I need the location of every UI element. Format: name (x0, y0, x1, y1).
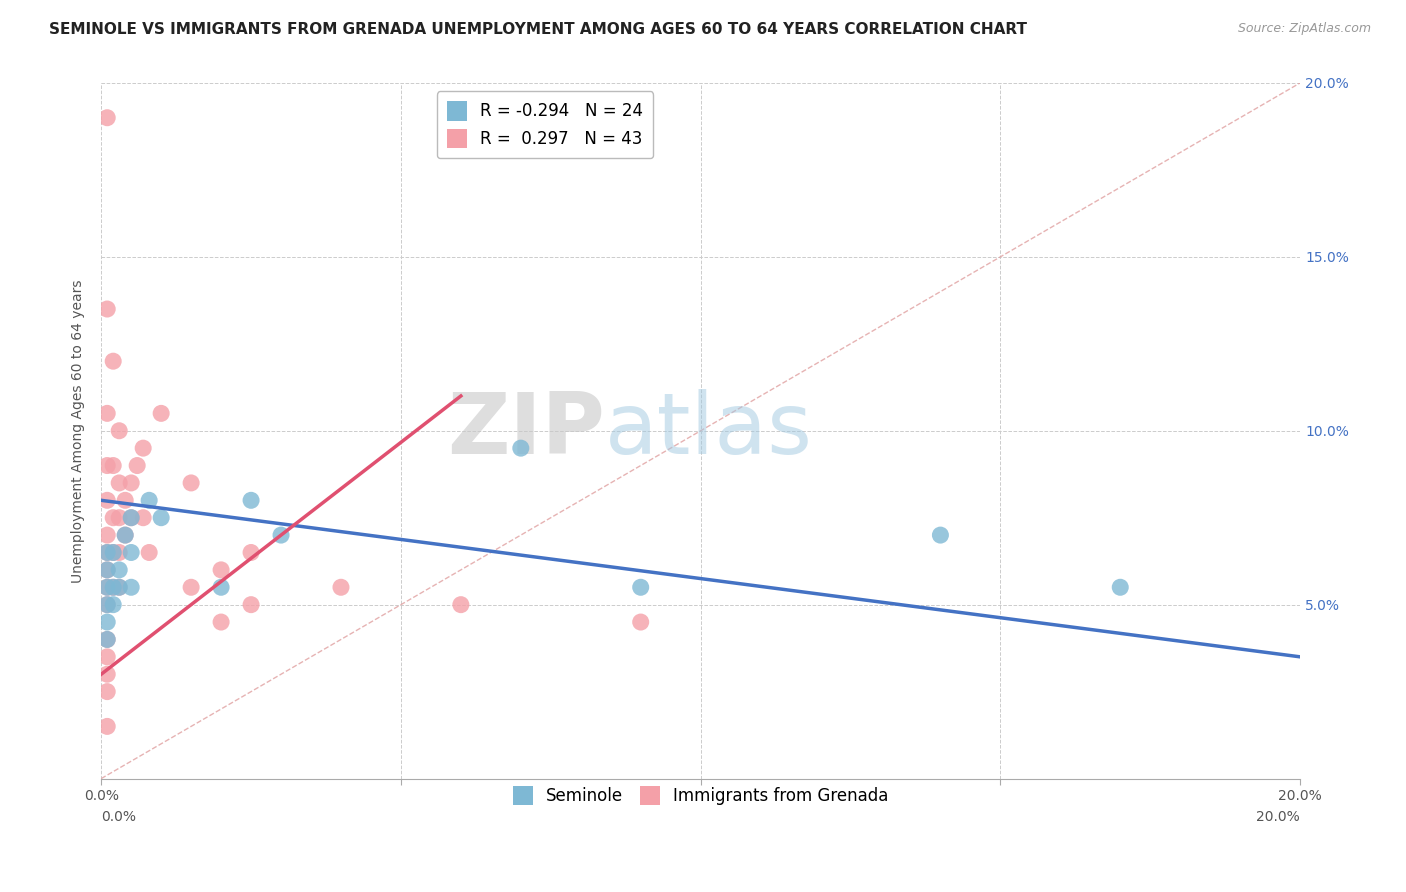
Point (103, 545, 125, 559)
Point (114, 528, 136, 542)
Point (108, 475, 131, 490)
Point (120, 510, 142, 524)
Point (108, 580, 131, 594)
Point (96, 632, 118, 647)
Text: 20.0%: 20.0% (1257, 810, 1301, 824)
Text: Source: ZipAtlas.com: Source: ZipAtlas.com (1237, 22, 1371, 36)
Point (103, 545, 125, 559)
Point (1109, 580, 1132, 594)
Point (209, 580, 232, 594)
Point (96, 598, 118, 612)
Point (96, 545, 118, 559)
Point (120, 545, 142, 559)
Point (96, 301, 118, 316)
Point (138, 545, 160, 559)
Point (132, 510, 155, 524)
Point (138, 493, 160, 508)
Text: atlas: atlas (605, 389, 813, 472)
Point (96, 493, 118, 508)
Point (509, 441, 531, 455)
Point (270, 528, 292, 542)
Point (96, 598, 118, 612)
Point (630, 615, 652, 629)
Point (120, 475, 142, 490)
Point (96, 580, 118, 594)
Point (180, 475, 202, 490)
Point (120, 580, 142, 594)
Point (108, 510, 131, 524)
Point (240, 493, 263, 508)
Point (103, 354, 125, 368)
Point (209, 615, 232, 629)
Point (150, 406, 173, 420)
Y-axis label: Unemployment Among Ages 60 to 64 years: Unemployment Among Ages 60 to 64 years (72, 279, 86, 582)
Point (450, 598, 472, 612)
Point (330, 580, 353, 594)
Point (132, 441, 155, 455)
Point (114, 528, 136, 542)
Text: ZIP: ZIP (447, 389, 605, 472)
Point (96, 632, 118, 647)
Point (96, 719, 118, 733)
Point (96, 649, 118, 664)
Point (96, 615, 118, 629)
Point (96, 563, 118, 577)
Point (96, 563, 118, 577)
Point (108, 563, 131, 577)
Text: 0.0%: 0.0% (101, 810, 136, 824)
Point (108, 580, 131, 594)
Point (96, 528, 118, 542)
Point (180, 580, 202, 594)
Point (108, 545, 131, 559)
Point (929, 528, 952, 542)
Point (150, 510, 173, 524)
Point (120, 510, 142, 524)
Point (114, 493, 136, 508)
Point (630, 580, 652, 594)
Point (240, 545, 263, 559)
Point (127, 458, 149, 473)
Point (96, 458, 118, 473)
Point (103, 458, 125, 473)
Legend: Seminole, Immigrants from Grenada: Seminole, Immigrants from Grenada (506, 780, 896, 812)
Text: SEMINOLE VS IMMIGRANTS FROM GRENADA UNEMPLOYMENT AMONG AGES 60 TO 64 YEARS CORRE: SEMINOLE VS IMMIGRANTS FROM GRENADA UNEM… (49, 22, 1028, 37)
Point (103, 580, 125, 594)
Point (96, 667, 118, 681)
Point (103, 510, 125, 524)
Point (103, 580, 125, 594)
Point (103, 598, 125, 612)
Point (96, 406, 118, 420)
Point (96, 580, 118, 594)
Point (96, 545, 118, 559)
Point (96, 111, 118, 125)
Point (108, 424, 131, 438)
Point (96, 684, 118, 698)
Point (240, 598, 263, 612)
Point (209, 563, 232, 577)
